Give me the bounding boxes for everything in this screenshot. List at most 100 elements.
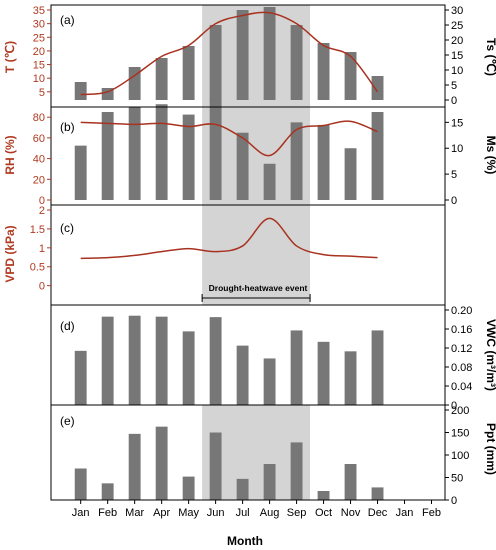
panel-e-bar-jun: [209, 432, 222, 500]
chart-marks: [74, 7, 384, 500]
panel-a-bar-jul: [236, 10, 249, 100]
panel-e-bar-dec: [371, 487, 384, 500]
drought-event-label: Drought-heatwave event: [209, 283, 308, 293]
panel-e-label: (e): [60, 414, 75, 428]
panel-d-bar-nov: [344, 351, 357, 405]
panel-b-bar-aug: [263, 163, 276, 200]
panel-e-right-tick-label: 100: [451, 450, 469, 462]
x-tick-label-sep: Sep: [287, 507, 307, 519]
panel-a-right-tick-label: 0: [451, 95, 457, 107]
panel-a-bar-may: [182, 46, 195, 100]
panel-b-bar-oct: [317, 124, 330, 200]
panel-e-bar-aug: [263, 464, 276, 500]
panel-b-right-tick-label: 0: [451, 195, 457, 207]
panel-c-label: (c): [60, 221, 74, 235]
panel-c-left-tick-label: 1.5: [30, 224, 45, 236]
x-tick-label-may: May: [178, 507, 199, 519]
chart-axes: 0510152025305101520253035051015020406080…: [30, 5, 473, 519]
panel-e-bar-nov: [344, 464, 357, 500]
x-tick-label-jan: Jan: [396, 507, 414, 519]
panel-d-bar-mar: [128, 315, 141, 405]
x-tick-label-dec: Dec: [368, 507, 388, 519]
panel-a-label: (a): [60, 13, 75, 27]
panel-b-bar-mar: [128, 106, 141, 200]
panel-c-left-tick-label: 2: [39, 205, 45, 217]
panel-b-left-tick-label: 20: [33, 174, 45, 186]
panel-d-right-tick-label: 0.20: [451, 305, 472, 317]
panel-d-bar-may: [182, 331, 195, 405]
panel-a-right-tick-label: 10: [451, 65, 463, 77]
panel-d-bar-oct: [317, 341, 330, 405]
x-axis-title: Month: [227, 534, 263, 548]
panel-b-left-tick-label: 0: [39, 195, 45, 207]
panel-c-left-tick-label: 1: [39, 243, 45, 255]
panel-e-right-tick-label: 200: [451, 405, 469, 417]
panel-c-left-tick-label: 0: [39, 281, 45, 293]
panel-c-series-line: [80, 217, 378, 260]
panel-b-bar-may: [182, 114, 195, 200]
panel-e-bar-jan: [74, 468, 87, 500]
panel-d-right-ylabel: VWC (m³/m³): [484, 319, 496, 391]
x-tick-label-jan: Jan: [72, 507, 90, 519]
panel-a-left-tick-label: 10: [33, 73, 45, 85]
panel-d-bar-sep: [290, 330, 303, 405]
panel-d-bar-jun: [209, 317, 222, 405]
panel-b-left-tick-label: 80: [33, 112, 45, 124]
panel-d-right-tick-label: 0.08: [451, 362, 472, 374]
panel-e-right-tick-label: 50: [451, 473, 463, 485]
panel-a-left-tick-label: 15: [33, 60, 45, 72]
panel-a-left-tick-label: 5: [39, 87, 45, 99]
panel-e-right-tick-label: 0: [451, 495, 457, 507]
panel-b-bar-apr: [155, 104, 168, 200]
x-tick-label-nov: Nov: [341, 507, 361, 519]
panel-a-bar-jun: [209, 25, 222, 100]
panel-a-bar-oct: [317, 43, 330, 100]
panel-a-right-ylabel: Ts (℃): [484, 38, 496, 76]
panel-d-right-tick-label: 0.16: [451, 324, 472, 336]
panel-b-left-tick-label: 60: [33, 133, 45, 145]
panel-a-left-ylabel: T (℃): [3, 41, 17, 73]
x-tick-label-aug: Aug: [260, 507, 280, 519]
panel-a-bar-mar: [128, 67, 141, 100]
panel-b-bar-sep: [290, 122, 303, 200]
panel-c-left-tick-label: 0.5: [30, 262, 45, 274]
panel-a-bar-sep: [290, 25, 303, 100]
panel-a-bar-aug: [263, 7, 276, 100]
panel-e-bar-sep: [290, 442, 303, 500]
panel-d-right-tick-label: 0.12: [451, 343, 472, 355]
x-tick-label-oct: Oct: [315, 507, 332, 519]
panel-b-bar-jul: [236, 132, 249, 200]
x-tick-label-feb: Feb: [98, 507, 117, 519]
panel-d-bar-jan: [74, 350, 87, 405]
panel-a-left-tick-label: 35: [33, 5, 45, 17]
panel-frames: [50, 4, 446, 501]
panel-e-bar-may: [182, 476, 195, 500]
panel-d-right-tick-label: 0: [451, 400, 457, 412]
panel-b-left-ylabel: RH (%): [3, 135, 17, 174]
panel-a-bar-apr: [155, 58, 168, 100]
panel-e-bar-jul: [236, 478, 249, 500]
panel-b-right-tick-label: 15: [451, 117, 463, 129]
panel-d-bar-aug: [263, 358, 276, 405]
panel-b-bar-jan: [74, 145, 87, 200]
panel-a-right-tick-label: 5: [451, 80, 457, 92]
panel-c-left-ylabel: VPD (kPa): [3, 225, 17, 282]
panel-e-bar-apr: [155, 426, 168, 500]
panel-b-bar-dec: [371, 112, 384, 200]
panel-b-series-line: [80, 120, 378, 157]
x-tick-label-feb: Feb: [422, 507, 441, 519]
panel-b-right-tick-label: 5: [451, 169, 457, 181]
panel-b-label: (b): [60, 120, 75, 134]
x-tick-label-jul: Jul: [236, 507, 250, 519]
panel-d-bar-apr: [155, 316, 168, 405]
panel-e-right-ylabel: Ppt (mm): [484, 423, 496, 475]
panel-b-bar-nov: [344, 148, 357, 200]
panel-a-bar-nov: [344, 52, 357, 100]
panel-b-bar-jun: [209, 99, 222, 200]
panel-e-bar-oct: [317, 491, 330, 500]
panel-a-right-tick-label: 30: [451, 5, 463, 17]
panel-a-left-tick-label: 20: [33, 46, 45, 58]
panel-e-bar-feb: [101, 483, 114, 500]
panel-b-left-tick-label: 40: [33, 154, 45, 166]
